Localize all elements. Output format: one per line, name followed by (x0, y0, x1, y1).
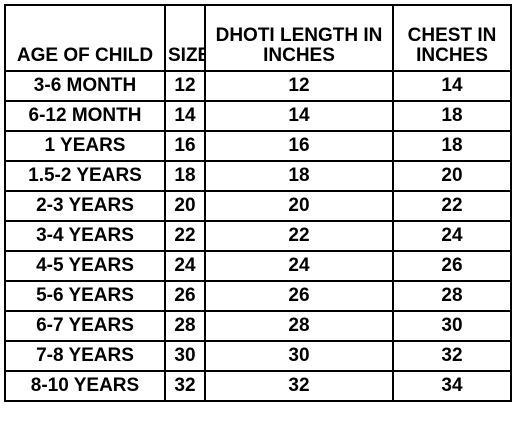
table-row: 4-5 YEARS 24 24 26 (4, 250, 512, 282)
header-size-line-1: SIZE (168, 45, 203, 66)
header-row: AGE OF CHILD SIZE DHOTI LENGTH IN INCHES… (4, 4, 512, 72)
cell-chest: 34 (392, 370, 512, 402)
cell-age: 6-7 YEARS (4, 310, 166, 342)
table-row: 7-8 YEARS 30 30 32 (4, 340, 512, 372)
header-dhoti-length: DHOTI LENGTH IN INCHES (204, 4, 394, 72)
cell-age: 1.5-2 YEARS (4, 160, 166, 192)
table-row: 1 YEARS 16 16 18 (4, 130, 512, 162)
cell-dhoti-length: 14 (204, 100, 394, 132)
cell-size: 12 (164, 70, 206, 102)
cell-age: 3-4 YEARS (4, 220, 166, 252)
cell-size: 14 (164, 100, 206, 132)
table-row: 5-6 YEARS 26 26 28 (4, 280, 512, 312)
cell-size: 18 (164, 160, 206, 192)
cell-age: 8-10 YEARS (4, 370, 166, 402)
cell-dhoti-length: 32 (204, 370, 394, 402)
cell-size: 16 (164, 130, 206, 162)
header-chest-line-1: CHEST IN (407, 25, 497, 46)
table-row: 1.5-2 YEARS 18 18 20 (4, 160, 512, 192)
size-chart-table: AGE OF CHILD SIZE DHOTI LENGTH IN INCHES… (4, 4, 512, 402)
cell-age: 5-6 YEARS (4, 280, 166, 312)
cell-age: 3-6 MONTH (4, 70, 166, 102)
header-chest: CHEST IN INCHES (392, 4, 512, 72)
cell-size: 28 (164, 310, 206, 342)
cell-chest: 30 (392, 310, 512, 342)
table-body: 3-6 MONTH 12 12 14 6-12 MONTH 14 14 18 1… (4, 70, 512, 402)
cell-chest: 18 (392, 130, 512, 162)
cell-chest: 22 (392, 190, 512, 222)
cell-dhoti-length: 22 (204, 220, 394, 252)
cell-dhoti-length: 26 (204, 280, 394, 312)
cell-size: 30 (164, 340, 206, 372)
cell-dhoti-length: 16 (204, 130, 394, 162)
table-row: 3-4 YEARS 22 22 24 (4, 220, 512, 252)
cell-chest: 28 (392, 280, 512, 312)
table-row: 8-10 YEARS 32 32 34 (4, 370, 512, 402)
cell-chest: 18 (392, 100, 512, 132)
cell-size: 22 (164, 220, 206, 252)
cell-dhoti-length: 30 (204, 340, 394, 372)
cell-size: 32 (164, 370, 206, 402)
cell-age: 4-5 YEARS (4, 250, 166, 282)
table-header: AGE OF CHILD SIZE DHOTI LENGTH IN INCHES… (4, 4, 512, 72)
cell-size: 20 (164, 190, 206, 222)
cell-chest: 14 (392, 70, 512, 102)
header-dhoti-line-1: DHOTI LENGTH IN (215, 25, 383, 46)
cell-dhoti-length: 12 (204, 70, 394, 102)
table-row: 3-6 MONTH 12 12 14 (4, 70, 512, 102)
cell-size: 26 (164, 280, 206, 312)
header-age-of-child: AGE OF CHILD (4, 4, 166, 72)
header-age-line-1: AGE OF CHILD (16, 45, 154, 66)
table-row: 2-3 YEARS 20 20 22 (4, 190, 512, 222)
cell-size: 24 (164, 250, 206, 282)
header-chest-line-2: INCHES (416, 45, 488, 66)
cell-chest: 32 (392, 340, 512, 372)
header-size: SIZE (164, 4, 206, 72)
cell-dhoti-length: 20 (204, 190, 394, 222)
cell-dhoti-length: 24 (204, 250, 394, 282)
cell-chest: 20 (392, 160, 512, 192)
cell-dhoti-length: 28 (204, 310, 394, 342)
cell-age: 1 YEARS (4, 130, 166, 162)
header-dhoti-line-2: INCHES (263, 45, 335, 66)
table-row: 6-12 MONTH 14 14 18 (4, 100, 512, 132)
cell-age: 7-8 YEARS (4, 340, 166, 372)
cell-dhoti-length: 18 (204, 160, 394, 192)
cell-age: 6-12 MONTH (4, 100, 166, 132)
table-row: 6-7 YEARS 28 28 30 (4, 310, 512, 342)
cell-chest: 24 (392, 220, 512, 252)
cell-age: 2-3 YEARS (4, 190, 166, 222)
cell-chest: 26 (392, 250, 512, 282)
